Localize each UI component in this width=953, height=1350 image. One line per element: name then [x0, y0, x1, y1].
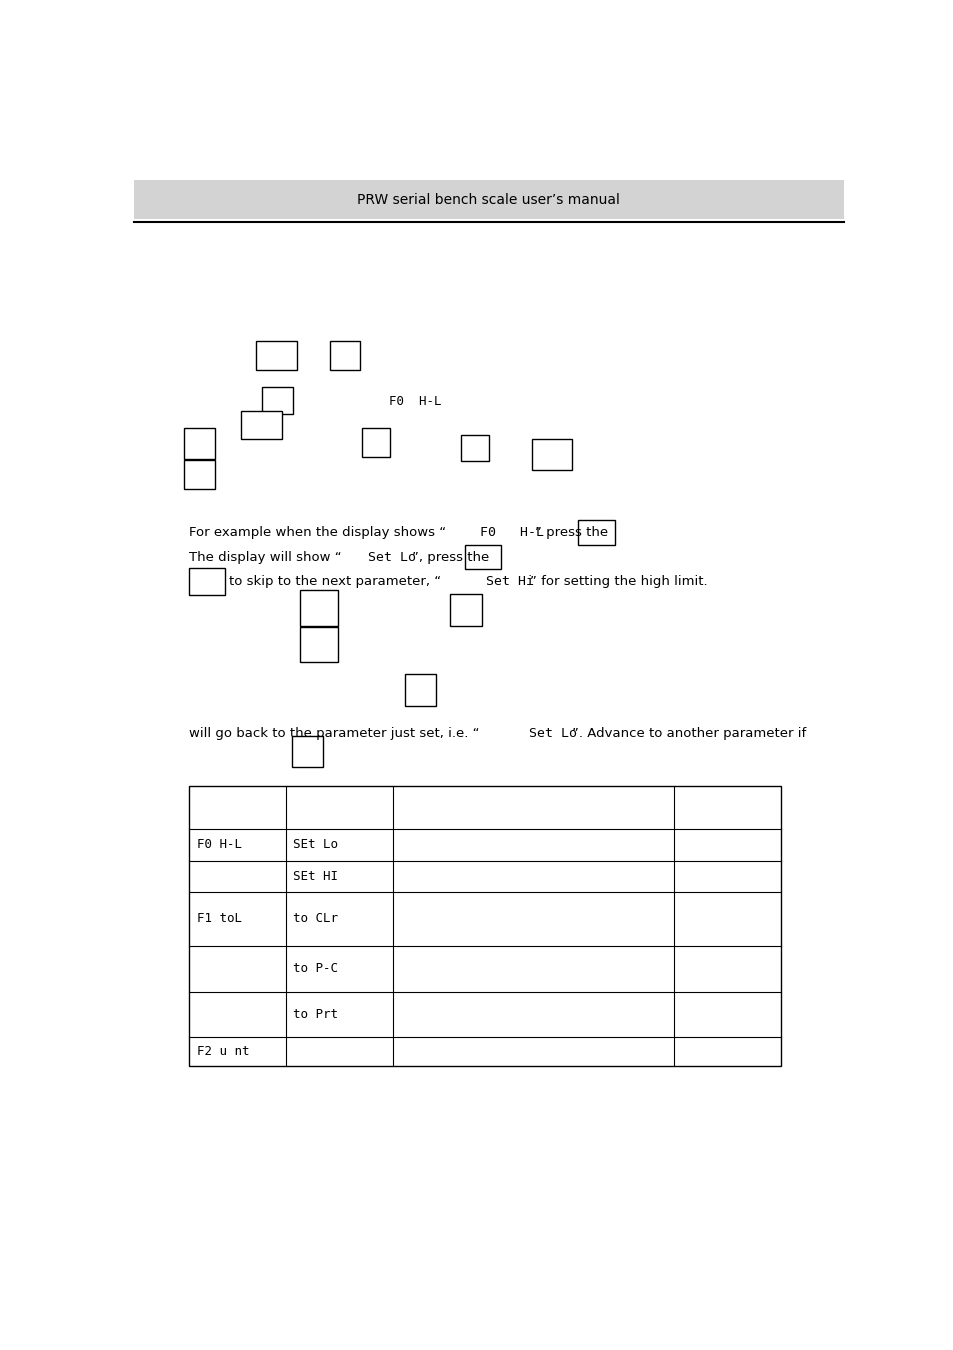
Bar [450, 594, 481, 625]
Bar [184, 460, 215, 490]
Text: Set Lo: Set Lo [528, 728, 577, 740]
Text: to skip to the next parameter, “: to skip to the next parameter, “ [229, 575, 440, 589]
Text: The display will show “: The display will show “ [190, 551, 342, 563]
Text: to P-C: to P-C [293, 963, 337, 975]
Text: PRW serial bench scale user’s manual: PRW serial bench scale user’s manual [357, 193, 619, 208]
Text: SEt Lo: SEt Lo [293, 838, 337, 852]
Bar [262, 386, 293, 413]
Text: F2 u nt: F2 u nt [196, 1045, 249, 1058]
Text: Set Lo: Set Lo [368, 551, 416, 563]
Text: SEt HI: SEt HI [293, 869, 337, 883]
Bar [190, 786, 781, 1066]
Text: will go back to the parameter just set, i.e. “: will go back to the parameter just set, … [190, 728, 479, 740]
Bar [361, 428, 390, 458]
Text: F0  H-L: F0 H-L [388, 394, 441, 408]
Text: F0   H-L: F0 H-L [479, 525, 543, 539]
Bar [577, 520, 614, 544]
Text: ”. Advance to another parameter if: ”. Advance to another parameter if [571, 728, 805, 740]
Bar [133, 180, 842, 219]
Text: F1 toL: F1 toL [196, 913, 242, 925]
Text: ” for setting the high limit.: ” for setting the high limit. [530, 575, 707, 589]
Bar [465, 544, 500, 570]
Text: F0 H-L: F0 H-L [196, 838, 242, 852]
Bar [404, 675, 436, 706]
Bar [255, 340, 296, 370]
Bar [299, 626, 337, 661]
Bar [299, 590, 337, 625]
Bar [190, 568, 225, 595]
Bar [531, 439, 572, 470]
Text: Set Hi: Set Hi [485, 575, 534, 589]
Bar [184, 428, 215, 459]
Text: to CLr: to CLr [293, 913, 337, 925]
Text: For example when the display shows “: For example when the display shows “ [190, 525, 446, 539]
Bar [460, 436, 488, 462]
Bar [330, 340, 359, 370]
Text: ” press the: ” press the [535, 525, 607, 539]
Text: to Prt: to Prt [293, 1008, 337, 1021]
Text: ”, press the: ”, press the [412, 551, 489, 563]
Bar [292, 736, 323, 767]
Bar [241, 412, 282, 439]
